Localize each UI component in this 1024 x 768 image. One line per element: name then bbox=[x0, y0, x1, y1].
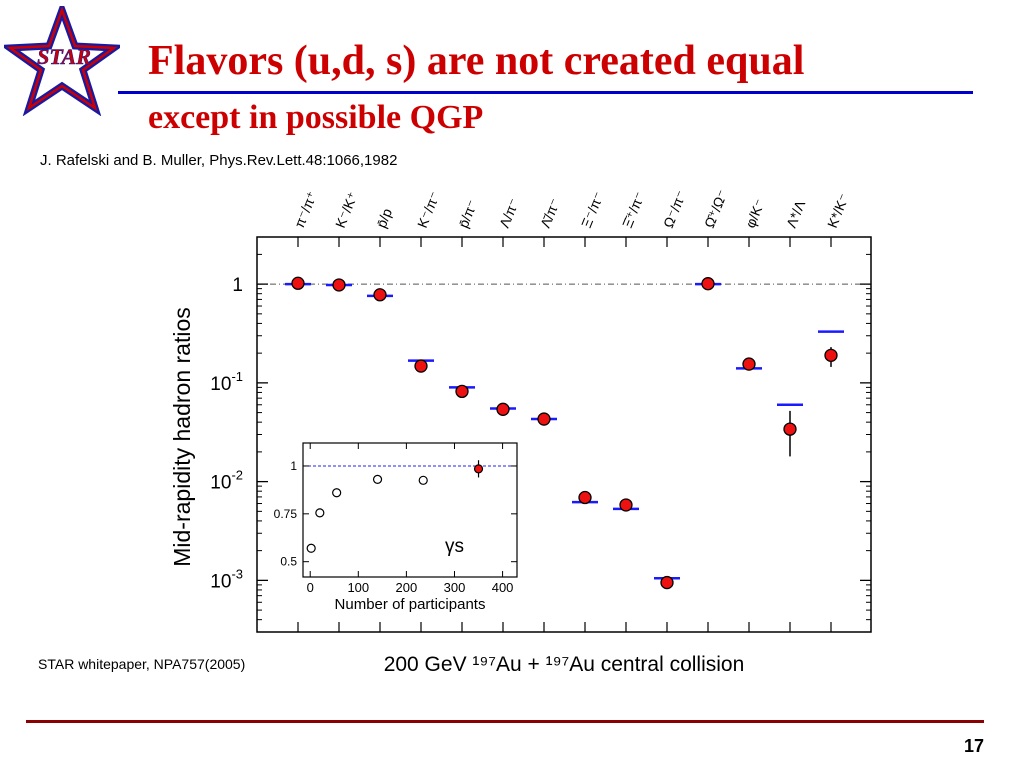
inset-x-tick-label: 200 bbox=[396, 580, 418, 595]
inset-data-point bbox=[473, 464, 484, 474]
data-point bbox=[742, 357, 756, 371]
data-point bbox=[291, 276, 305, 290]
category-label: Λ/π⁻ bbox=[496, 196, 522, 230]
category-label: p̄/π⁻ bbox=[455, 197, 481, 230]
main-y-axis-label: Mid-rapidity hadron ratios bbox=[169, 307, 195, 567]
category-label: Ξ̄⁺/π⁻ bbox=[619, 189, 648, 230]
category-label: π⁻/π⁺ bbox=[291, 189, 320, 230]
inset-plot-frame bbox=[302, 442, 518, 578]
category-label: Ξ⁻/π⁻ bbox=[578, 189, 607, 230]
page-number: 17 bbox=[963, 736, 984, 756]
data-point bbox=[373, 288, 387, 302]
logo-text: STAR bbox=[37, 44, 91, 69]
category-label: φ/K⁻ bbox=[742, 197, 768, 231]
inset-annotation: γs bbox=[445, 536, 464, 557]
inset-data-point bbox=[315, 508, 325, 518]
data-point bbox=[701, 277, 715, 291]
inset-x-tick-label: 400 bbox=[492, 580, 514, 595]
title-underline bbox=[118, 91, 973, 94]
inset-x-tick-label: 0 bbox=[307, 580, 314, 595]
slide-title: Flavors (u,d, s) are not created equal bbox=[148, 38, 805, 84]
data-point bbox=[496, 402, 510, 416]
data-point bbox=[824, 348, 838, 362]
category-label: Λ*/Λ bbox=[783, 198, 809, 231]
category-label: Ω̄⁺/Ω⁻ bbox=[701, 187, 731, 230]
logo-star-inner bbox=[6, 6, 118, 112]
data-point bbox=[414, 359, 428, 373]
category-label: p̄/p bbox=[373, 206, 395, 230]
inset-x-tick-label: 100 bbox=[347, 580, 369, 595]
category-label: K*/K⁻ bbox=[824, 191, 852, 230]
main-x-axis-label: 200 GeV ¹⁹⁷Au + ¹⁹⁷Au central collision bbox=[384, 653, 745, 676]
category-label: K⁻/K⁺ bbox=[332, 189, 361, 230]
star-logo: STAR bbox=[4, 6, 120, 116]
inset-x-axis-label: Number of participants bbox=[335, 596, 486, 613]
data-point bbox=[578, 490, 592, 505]
citation-text: J. Rafelski and B. Muller, Phys.Rev.Lett… bbox=[40, 152, 398, 169]
inset-data-point bbox=[332, 488, 342, 498]
data-point bbox=[332, 278, 346, 292]
inset-y-tick-label: 0.5 bbox=[280, 555, 297, 569]
data-point bbox=[619, 498, 633, 512]
slide-subtitle: except in possible QGP bbox=[148, 99, 484, 136]
footer-rule bbox=[26, 720, 984, 723]
category-label: Ω⁻/π⁻ bbox=[660, 188, 689, 230]
inset-y-tick-label: 1 bbox=[290, 459, 297, 473]
data-point bbox=[783, 422, 797, 436]
data-point bbox=[660, 575, 674, 590]
inset-data-point bbox=[418, 475, 428, 485]
inset-y-tick-label: 0.75 bbox=[274, 507, 298, 521]
y-tick-label: 10-3 bbox=[210, 566, 243, 592]
y-tick-label: 10-1 bbox=[210, 369, 243, 395]
y-tick-label: 10-2 bbox=[210, 468, 243, 494]
inset-data-point bbox=[306, 543, 316, 553]
data-point bbox=[455, 384, 469, 399]
category-label: K⁻/π⁻ bbox=[414, 189, 443, 230]
y-tick-label: 1 bbox=[232, 275, 243, 296]
category-label: Λ̄/π⁻ bbox=[537, 196, 563, 230]
data-point bbox=[537, 412, 551, 426]
inset-data-point bbox=[372, 474, 383, 484]
inset-x-tick-label: 300 bbox=[444, 580, 466, 595]
reference-text: STAR whitepaper, NPA757(2005) bbox=[38, 656, 246, 672]
